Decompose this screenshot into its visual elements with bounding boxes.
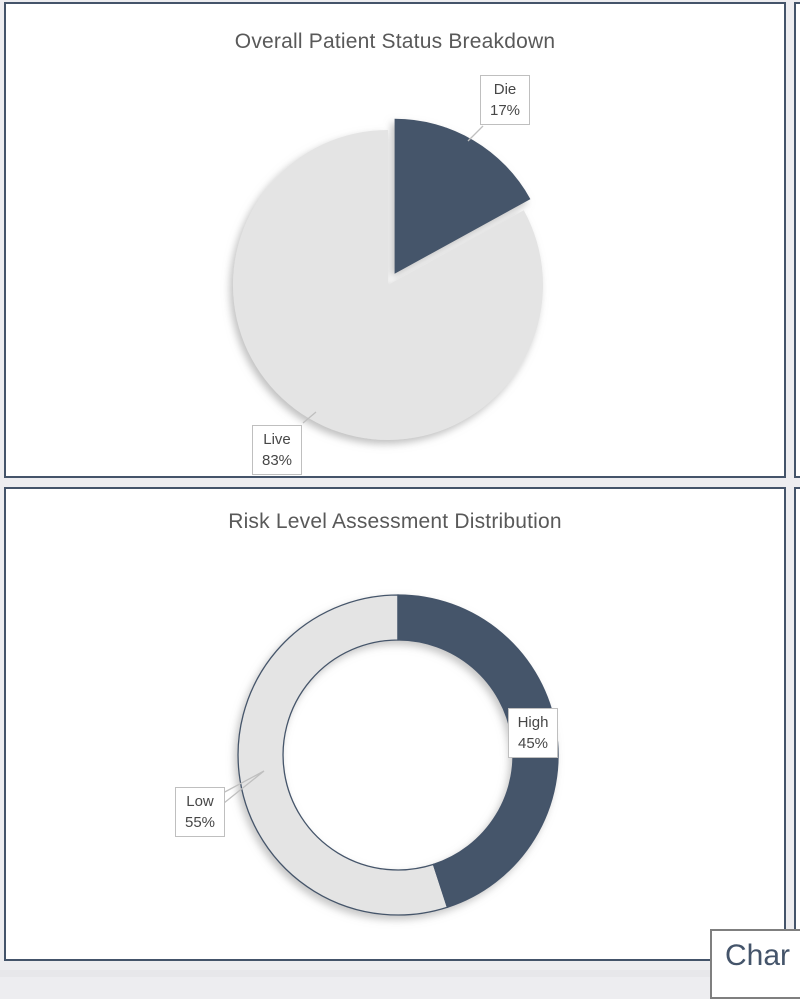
pie-slice-live[interactable]: [232, 130, 543, 440]
doughnut-chart-panel[interactable]: Risk Level Assessment Distribution High …: [4, 487, 786, 961]
chart-title: Overall Patient Status Breakdown: [234, 30, 556, 53]
adjacent-chart-sliver-bottom[interactable]: [794, 487, 800, 961]
hover-tooltip: Char: [710, 929, 800, 999]
data-label-die[interactable]: Die 17%: [480, 75, 530, 125]
pie-plot-area: [232, 118, 543, 440]
adjacent-chart-sliver-top[interactable]: [794, 2, 800, 478]
label-leader-line: [467, 125, 484, 142]
data-label-high[interactable]: High 45%: [508, 708, 558, 758]
doughnut-segment-high[interactable]: [397, 594, 559, 909]
pie-slice-die[interactable]: [394, 118, 531, 274]
data-label-live[interactable]: Live 83%: [252, 425, 302, 475]
tooltip-text: Char: [725, 939, 791, 972]
doughnut-segment-low[interactable]: [237, 594, 449, 916]
worksheet-row-band: [0, 970, 800, 977]
pie-chart-panel[interactable]: Overall Patient Status Breakdown Die 17%…: [4, 2, 786, 478]
doughnut-plot-area: [220, 594, 559, 916]
label-leader-line: [220, 770, 265, 804]
data-label-low[interactable]: Low 55%: [175, 787, 225, 837]
chart-title: Risk Level Assessment Distribution: [228, 510, 562, 533]
label-leader-line: [302, 411, 317, 424]
